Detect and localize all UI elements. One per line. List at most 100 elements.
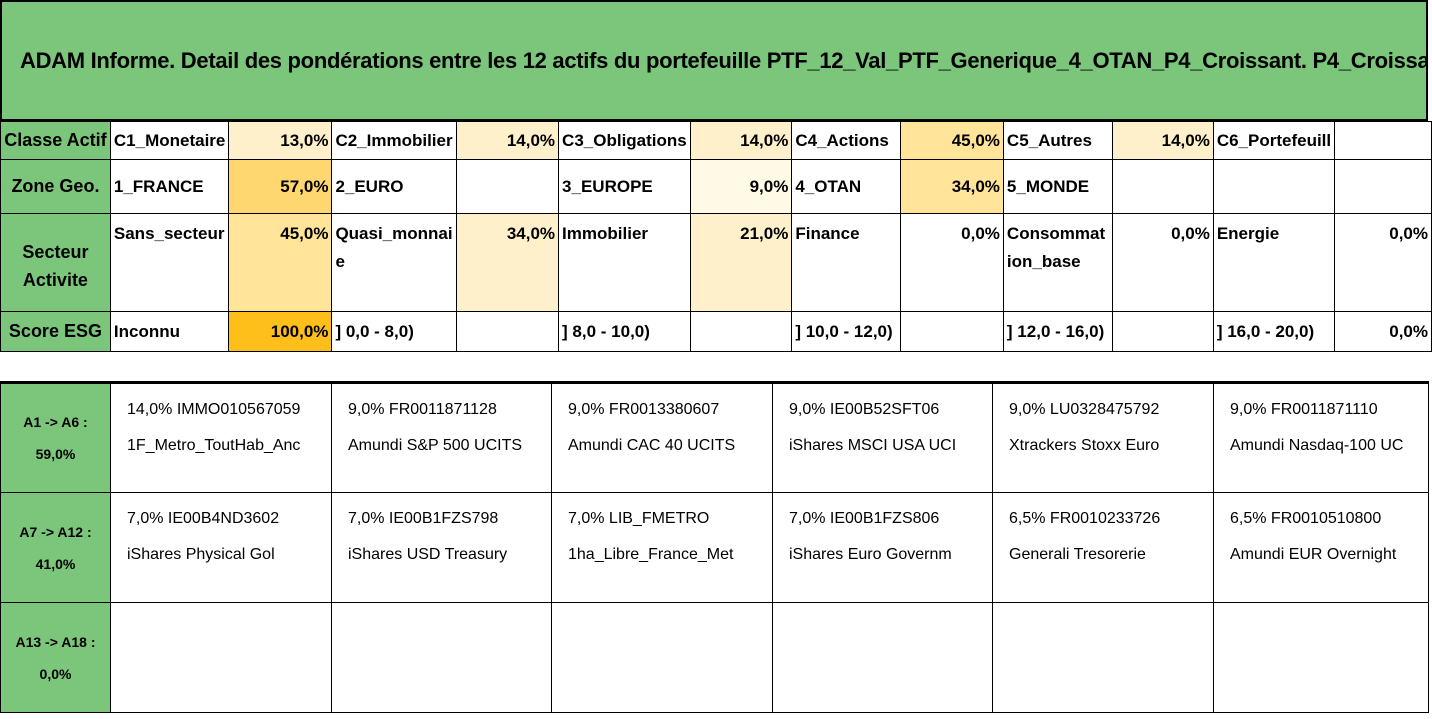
classe-pct: 14,0% [689, 121, 793, 160]
asset-group-range: A1 -> A6 : [23, 414, 88, 430]
esg-pct [1112, 311, 1214, 352]
asset-group-total: 59,0% [35, 446, 76, 462]
asset-name: Amundi CAC 40 UCITS [568, 437, 736, 454]
secteur-pct: 21,0% [689, 213, 793, 312]
asset-name: Amundi EUR Overnight [1230, 546, 1397, 563]
secteur-row: Secteur Activite Sans_secteur 45,0% Quas… [0, 213, 1432, 312]
asset-cell: 9,0% FR0011871110 Amundi Nasdaq-100 UC [1213, 382, 1429, 493]
zone-name [1212, 159, 1336, 214]
asset-name: Generali Tresorerie [1009, 546, 1146, 563]
zone-pct [1334, 159, 1432, 214]
secteur-pct: 34,0% [455, 213, 560, 312]
asset-name: iShares Euro Governm [789, 546, 952, 563]
zone-name: 1_FRANCE [109, 159, 230, 214]
esg-name: Inconnu [109, 311, 230, 352]
esg-name: ] 10,0 - 12,0) [791, 311, 902, 352]
secteur-name: Consommation_base [1002, 213, 1114, 312]
zone-label: Zone Geo. [0, 159, 111, 214]
asset-group-row: A1 -> A6 : 59,0% 14,0% IMMO010567059 1F_M… [0, 382, 1429, 493]
esg-row: Score ESG Inconnu 100,0% ] 0,0 - 8,0) ] … [0, 311, 1432, 352]
asset-group-label: A7 -> A12 : 41,0% [0, 492, 111, 603]
asset-group-range: A7 -> A12 : [19, 523, 92, 540]
asset-name: Amundi S&P 500 UCITS [348, 437, 523, 454]
zone-name: 3_EUROPE [558, 159, 691, 214]
classe-label: Classe Actif [0, 121, 111, 160]
esg-name: ] 12,0 - 16,0) [1002, 311, 1114, 352]
classe-pct: 14,0% [455, 121, 560, 160]
asset-group-total: 0,0% [39, 665, 72, 682]
asset-code: 7,0% IE00B1FZS806 [789, 510, 940, 527]
secteur-pct: 0,0% [1112, 213, 1214, 312]
secteur-name: Quasi_monnaie [331, 213, 457, 312]
zone-pct [455, 159, 560, 214]
asset-code: 7,0% IE00B4ND3602 [127, 510, 280, 527]
asset-cell [110, 602, 332, 713]
secteur-name: Energie [1212, 213, 1336, 312]
asset-name: Xtrackers Stoxx Euro [1009, 437, 1160, 454]
asset-group-row: A7 -> A12 : 41,0% 7,0% IE00B4ND3602 iShar… [0, 492, 1429, 603]
classe-pct [1334, 121, 1432, 160]
zone-name: 4_OTAN [791, 159, 902, 214]
asset-group-label: A1 -> A6 : 59,0% [0, 382, 111, 493]
secteur-label: Secteur Activite [0, 213, 111, 312]
asset-cell [551, 602, 773, 713]
assets-table: A1 -> A6 : 59,0% 14,0% IMMO010567059 1F_M… [0, 381, 1429, 713]
secteur-name: Immobilier [558, 213, 691, 312]
asset-group-row: A13 -> A18 : 0,0% [0, 602, 1429, 713]
secteur-name: Finance [791, 213, 902, 312]
asset-cell: 9,0% IE00B52SFT06 iShares MSCI USA UCI [772, 382, 993, 493]
asset-cell: 9,0% FR0013380607 Amundi CAC 40 UCITS [551, 382, 773, 493]
secteur-pct: 0,0% [900, 213, 1004, 312]
classe-name: C2_Immobilier [331, 121, 457, 160]
classe-row: Classe Actif C1_Monetaire 13,0% C2_Immob… [0, 121, 1432, 160]
classe-pct: 13,0% [228, 121, 333, 160]
asset-cell: 14,0% IMMO010567059 1F_Metro_ToutHab_Anc [110, 382, 332, 493]
asset-code: 9,0% FR0011871128 [348, 401, 497, 418]
asset-cell [1213, 602, 1429, 713]
asset-cell [331, 602, 552, 713]
esg-pct: 0,0% [1334, 311, 1432, 352]
summary-table: Classe Actif C1_Monetaire 13,0% C2_Immob… [0, 121, 1432, 352]
asset-group-range: A13 -> A18 : [15, 633, 96, 650]
esg-pct [689, 311, 793, 352]
classe-name: C1_Monetaire [109, 121, 230, 160]
asset-cell: 6,5% FR0010233726 Generali Tresorerie [992, 492, 1214, 603]
asset-name: 1ha_Libre_France_Met [568, 546, 734, 563]
classe-name: C5_Autres [1002, 121, 1114, 160]
asset-group-label: A13 -> A18 : 0,0% [0, 602, 111, 713]
secteur-pct: 0,0% [1334, 213, 1432, 312]
asset-cell: 7,0% LIB_FMETRO 1ha_Libre_France_Met [551, 492, 773, 603]
zone-pct: 34,0% [900, 159, 1004, 214]
classe-pct: 14,0% [1112, 121, 1214, 160]
classe-name: C4_Actions [791, 121, 902, 160]
asset-group-total: 41,0% [35, 555, 76, 572]
asset-name: iShares USD Treasury [348, 546, 508, 563]
asset-name: iShares Physical Gol [127, 546, 275, 563]
asset-code: 9,0% FR0013380607 [568, 401, 720, 418]
asset-name: Amundi Nasdaq-100 UC [1230, 437, 1404, 454]
asset-code: 9,0% LU0328475792 [1009, 401, 1160, 418]
esg-name: ] 8,0 - 10,0) [558, 311, 691, 352]
report-title: ADAM Informe. Detail des pondérations en… [0, 0, 1428, 121]
asset-cell: 9,0% FR0011871128 Amundi S&P 500 UCITS [331, 382, 552, 493]
esg-pct [900, 311, 1004, 352]
asset-cell [772, 602, 993, 713]
asset-cell: 6,5% FR0010510800 Amundi EUR Overnight [1213, 492, 1429, 603]
zone-pct [1112, 159, 1214, 214]
asset-code: 6,5% FR0010510800 [1230, 510, 1382, 527]
asset-code: 7,0% LIB_FMETRO [568, 510, 710, 527]
asset-name: 1F_Metro_ToutHab_Anc [127, 437, 301, 454]
secteur-pct: 45,0% [228, 213, 333, 312]
zone-name: 2_EURO [331, 159, 457, 214]
asset-code: 9,0% IE00B52SFT06 [789, 401, 940, 418]
asset-name: iShares MSCI USA UCI [789, 437, 957, 454]
esg-name: ] 0,0 - 8,0) [331, 311, 457, 352]
asset-code: 9,0% FR0011871110 [1230, 401, 1378, 418]
zone-row: Zone Geo. 1_FRANCE 57,0% 2_EURO 3_EUROPE… [0, 159, 1432, 214]
asset-code: 7,0% IE00B1FZS798 [348, 510, 499, 527]
secteur-name: Sans_secteur [109, 213, 230, 312]
zone-pct: 57,0% [228, 159, 333, 214]
asset-code: 14,0% IMMO010567059 [127, 401, 301, 418]
asset-code: 6,5% FR0010233726 [1009, 510, 1161, 527]
